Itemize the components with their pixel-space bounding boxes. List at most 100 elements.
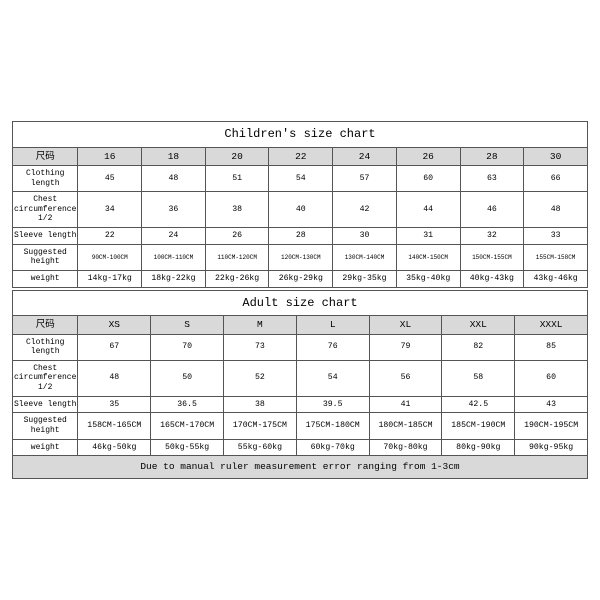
size-header: 26 <box>396 147 460 165</box>
cell: 14kg-17kg <box>78 270 142 287</box>
cell: 44 <box>396 192 460 228</box>
cell: 43 <box>515 396 588 413</box>
cell: 28 <box>269 227 333 244</box>
cell: 85 <box>515 334 588 360</box>
cell: 56 <box>369 360 442 396</box>
cell: 39.5 <box>296 396 369 413</box>
cell: 180CM-185CM <box>369 413 442 439</box>
cell: 48 <box>524 192 588 228</box>
table-title: Adult size chart <box>13 290 588 315</box>
cell: 42 <box>333 192 397 228</box>
cell: 190CM-195CM <box>515 413 588 439</box>
cell: 155CM-158CM <box>524 244 588 270</box>
adult-size-chart: Adult size chart尺码XSSMLXLXXLXXXLClothing… <box>12 290 588 479</box>
table-title: Children's size chart <box>13 122 588 147</box>
cell: 60kg-70kg <box>296 439 369 456</box>
cell: 48 <box>142 165 206 191</box>
row-label: weight <box>13 270 78 287</box>
row-label: Clothing length <box>13 334 78 360</box>
row-label: Clothing length <box>13 165 78 191</box>
cell: 158CM-165CM <box>78 413 151 439</box>
cell: 45 <box>78 165 142 191</box>
cell: 32 <box>460 227 524 244</box>
size-header: 20 <box>205 147 269 165</box>
cell: 22kg-26kg <box>205 270 269 287</box>
cell: 46kg-50kg <box>78 439 151 456</box>
size-header: M <box>224 316 297 334</box>
cell: 30 <box>333 227 397 244</box>
cell: 52 <box>224 360 297 396</box>
cell: 31 <box>396 227 460 244</box>
cell: 76 <box>296 334 369 360</box>
cell: 60 <box>396 165 460 191</box>
cell: 46 <box>460 192 524 228</box>
size-header: XXXL <box>515 316 588 334</box>
cell: 185CM-190CM <box>442 413 515 439</box>
cell: 58 <box>442 360 515 396</box>
cell: 70 <box>151 334 224 360</box>
measurement-note: Due to manual ruler measurement error ra… <box>13 456 588 478</box>
cell: 43kg-46kg <box>524 270 588 287</box>
header-label: 尺码 <box>13 316 78 334</box>
cell: 40kg-43kg <box>460 270 524 287</box>
cell: 170CM-175CM <box>224 413 297 439</box>
size-header: 24 <box>333 147 397 165</box>
cell: 33 <box>524 227 588 244</box>
cell: 70kg-80kg <box>369 439 442 456</box>
size-header: 18 <box>142 147 206 165</box>
size-header: 30 <box>524 147 588 165</box>
row-label: Chest circumference 1/2 <box>13 192 78 228</box>
cell: 57 <box>333 165 397 191</box>
cell: 36.5 <box>151 396 224 413</box>
cell: 54 <box>269 165 333 191</box>
cell: 67 <box>78 334 151 360</box>
cell: 36 <box>142 192 206 228</box>
row-label: weight <box>13 439 78 456</box>
cell: 26kg-29kg <box>269 270 333 287</box>
cell: 63 <box>460 165 524 191</box>
cell: 140CM-150CM <box>396 244 460 270</box>
cell: 41 <box>369 396 442 413</box>
cell: 18kg-22kg <box>142 270 206 287</box>
cell: 26 <box>205 227 269 244</box>
cell: 60 <box>515 360 588 396</box>
cell: 35kg-40kg <box>396 270 460 287</box>
cell: 80kg-90kg <box>442 439 515 456</box>
row-label: Suggested height <box>13 413 78 439</box>
cell: 175CM-180CM <box>296 413 369 439</box>
cell: 79 <box>369 334 442 360</box>
cell: 35 <box>78 396 151 413</box>
size-header: XXL <box>442 316 515 334</box>
row-label: Suggested height <box>13 244 78 270</box>
cell: 51 <box>205 165 269 191</box>
cell: 50kg-55kg <box>151 439 224 456</box>
cell: 42.5 <box>442 396 515 413</box>
cell: 50 <box>151 360 224 396</box>
row-label: Sleeve length <box>13 396 78 413</box>
cell: 24 <box>142 227 206 244</box>
cell: 29kg-35kg <box>333 270 397 287</box>
cell: 90CM-100CM <box>78 244 142 270</box>
row-label: Sleeve length <box>13 227 78 244</box>
cell: 73 <box>224 334 297 360</box>
cell: 150CM-155CM <box>460 244 524 270</box>
size-header: 16 <box>78 147 142 165</box>
cell: 82 <box>442 334 515 360</box>
size-header: 22 <box>269 147 333 165</box>
size-header: XS <box>78 316 151 334</box>
cell: 100CM-110CM <box>142 244 206 270</box>
cell: 90kg-95kg <box>515 439 588 456</box>
cell: 130CM-140CM <box>333 244 397 270</box>
cell: 34 <box>78 192 142 228</box>
children-size-chart: Children's size chart尺码1618202224262830C… <box>12 121 588 288</box>
header-label: 尺码 <box>13 147 78 165</box>
size-header: L <box>296 316 369 334</box>
size-header: XL <box>369 316 442 334</box>
cell: 54 <box>296 360 369 396</box>
cell: 165CM-170CM <box>151 413 224 439</box>
cell: 48 <box>78 360 151 396</box>
cell: 66 <box>524 165 588 191</box>
row-label: Chest circumference 1/2 <box>13 360 78 396</box>
cell: 40 <box>269 192 333 228</box>
size-header: 28 <box>460 147 524 165</box>
